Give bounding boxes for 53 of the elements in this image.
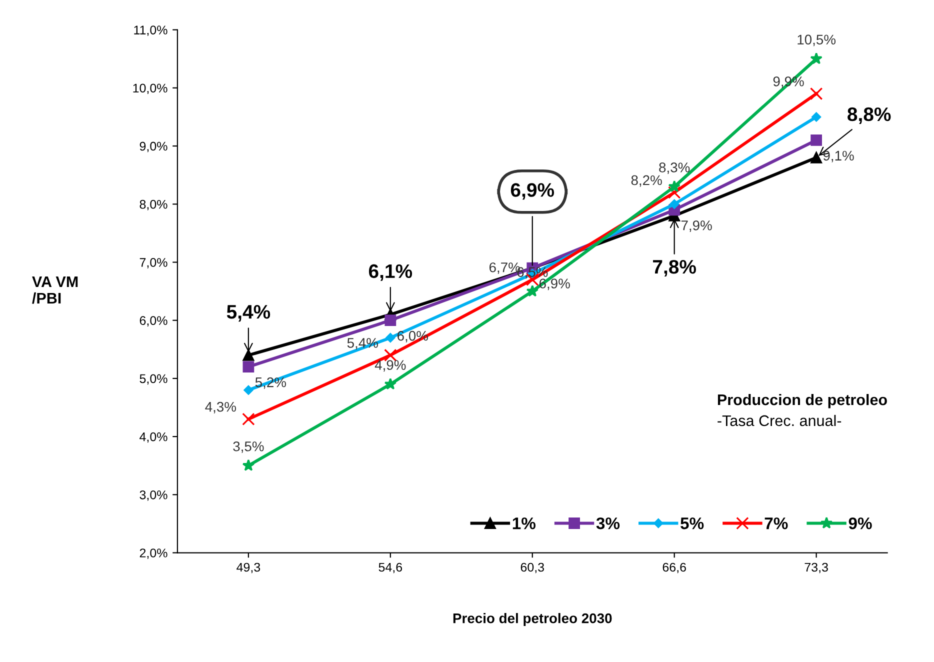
x-tick-label: 54,6	[378, 562, 402, 574]
data-label: 8,3%	[659, 162, 690, 174]
data-label: 7,9%	[681, 220, 712, 232]
data-label: 6,1%	[368, 264, 412, 281]
point	[242, 412, 255, 426]
y-tick-label: 3,0%	[140, 490, 168, 501]
y-tick-label: 7,0%	[140, 258, 168, 268]
x-tick-label: 49,3	[236, 562, 260, 574]
point	[242, 350, 254, 361]
point	[242, 361, 254, 373]
y-tick-label: 11,0%	[134, 26, 168, 36]
data-label: 8,2%	[631, 175, 662, 187]
point	[812, 112, 822, 122]
x-tick-label: 60,3	[520, 562, 544, 574]
data-label: 10,5%	[798, 34, 836, 46]
x-axis-title: Precio del petroleo 2030	[453, 613, 612, 626]
legend-label: 9%	[848, 517, 872, 530]
y-tick-label: 8,0%	[140, 200, 168, 210]
y-tick-label: 5,0%	[140, 374, 168, 385]
x-tick-label: 66,6	[662, 562, 686, 574]
point	[810, 134, 822, 146]
point	[384, 378, 397, 390]
x-tick-label: 73,3	[804, 562, 828, 574]
point	[668, 180, 680, 192]
data-label: 9,1%	[823, 150, 854, 162]
data-label: 7,8%	[653, 260, 696, 277]
point	[384, 314, 396, 326]
y-tick-label: 2,0%	[140, 548, 168, 559]
data-label: 4,9%	[374, 360, 406, 372]
data-label: 3,5%	[233, 441, 264, 453]
y-tick-label: 9,0%	[140, 142, 168, 152]
y-tick-label: 6,0%	[140, 316, 168, 326]
point	[526, 284, 538, 297]
annotation: 6,9%	[510, 183, 554, 200]
legend-label: 7%	[764, 517, 788, 530]
y-tick-label: 4,0%	[140, 432, 168, 443]
point	[810, 52, 822, 64]
point	[242, 459, 255, 471]
legend-label: 5%	[680, 517, 704, 530]
point	[810, 87, 823, 100]
y-axis-title: VA VM /PBI	[32, 276, 78, 304]
data-label: 5,4%	[226, 305, 270, 322]
legend-label: 1%	[512, 517, 536, 530]
point	[244, 385, 254, 395]
point	[810, 152, 822, 164]
data-label: 8,8%	[848, 107, 891, 124]
legend-title: Produccion de petroleo -Tasa Crec. anual-	[718, 394, 887, 426]
point	[668, 186, 681, 199]
data-label: 4,3%	[205, 402, 236, 414]
legend-label: 3%	[596, 517, 620, 530]
point	[386, 333, 396, 343]
point	[670, 199, 680, 209]
y-tick-label: 10,0%	[133, 84, 168, 94]
